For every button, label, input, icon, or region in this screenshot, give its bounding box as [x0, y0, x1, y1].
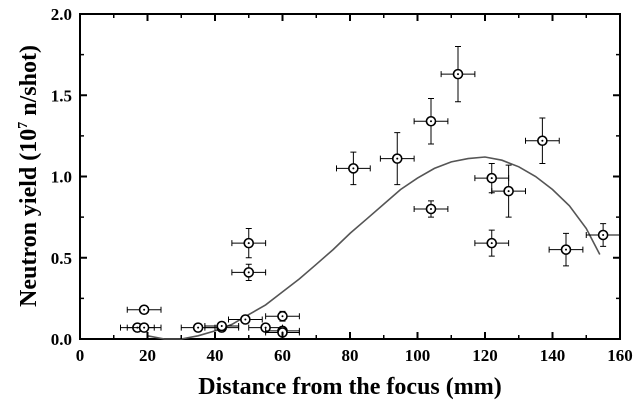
- data-point: [126, 322, 162, 333]
- plot-area: [79, 13, 621, 340]
- data-point: [491, 164, 526, 218]
- x-tick-label: 140: [540, 346, 566, 365]
- data-point: [379, 132, 415, 186]
- data-point: [204, 320, 240, 332]
- y-axis-title-sup: 7: [16, 122, 31, 129]
- y-tick-label: 0.0: [51, 330, 72, 349]
- data-point: [413, 200, 449, 218]
- point-center-dot: [490, 242, 493, 245]
- data-point: [231, 263, 267, 281]
- point-center-dot: [507, 190, 510, 193]
- y-tick-label: 0.5: [51, 249, 72, 268]
- x-tick-label: 60: [274, 346, 291, 365]
- y-axis-title: Neutron yield (107 n/shot): [16, 45, 42, 307]
- x-tick-label: 20: [139, 346, 156, 365]
- data-point: [548, 232, 584, 267]
- point-center-dot: [352, 167, 355, 170]
- x-tick-label: 0: [76, 346, 85, 365]
- y-axis-title-part1: Neutron yield (10: [16, 129, 42, 307]
- data-point: [126, 304, 162, 316]
- fit-curve-layer: [147, 156, 601, 340]
- point-center-dot: [396, 157, 399, 160]
- point-center-dot: [565, 248, 567, 251]
- data-points-layer: [120, 46, 621, 338]
- x-tick-label: 80: [342, 346, 359, 365]
- y-axis-title-part2: n/shot): [16, 45, 42, 122]
- data-point: [585, 223, 621, 247]
- x-axis: 0 20 40 60 80 100 120 140 160: [76, 14, 633, 365]
- x-axis-title: Distance from the focus (mm): [198, 374, 501, 400]
- point-center-dot: [430, 208, 432, 210]
- data-point: [413, 98, 449, 145]
- y-axis: 0.0 0.5 1.0 1.5 2.0: [51, 5, 620, 349]
- y-tick-label: 1.5: [51, 86, 72, 105]
- point-center-dot: [247, 242, 250, 245]
- x-tick-label: 160: [607, 346, 633, 365]
- x-tick-label: 100: [405, 346, 431, 365]
- data-point: [525, 117, 560, 164]
- point-center-dot: [541, 139, 544, 142]
- data-point: [228, 314, 263, 325]
- data-point: [474, 229, 510, 257]
- point-center-dot: [143, 326, 146, 329]
- x-tick-label: 120: [472, 346, 498, 365]
- data-point: [440, 46, 476, 103]
- point-center-dot: [430, 120, 432, 123]
- point-center-dot: [197, 326, 200, 329]
- plot-frame: [79, 13, 621, 340]
- point-center-dot: [247, 271, 250, 274]
- point-center-dot: [457, 73, 459, 76]
- point-center-dot: [143, 308, 146, 311]
- data-point: [336, 151, 371, 186]
- point-center-dot: [490, 177, 493, 180]
- fit-curve: [147, 156, 601, 340]
- y-tick-label: 2.0: [51, 5, 72, 24]
- point-center-dot: [602, 234, 605, 236]
- point-center-dot: [281, 315, 284, 318]
- y-tick-label: 1.0: [51, 168, 72, 187]
- data-point: [265, 310, 300, 322]
- point-center-dot: [244, 318, 247, 321]
- point-center-dot: [220, 325, 223, 327]
- data-point: [231, 228, 267, 259]
- x-tick-label: 40: [207, 346, 224, 365]
